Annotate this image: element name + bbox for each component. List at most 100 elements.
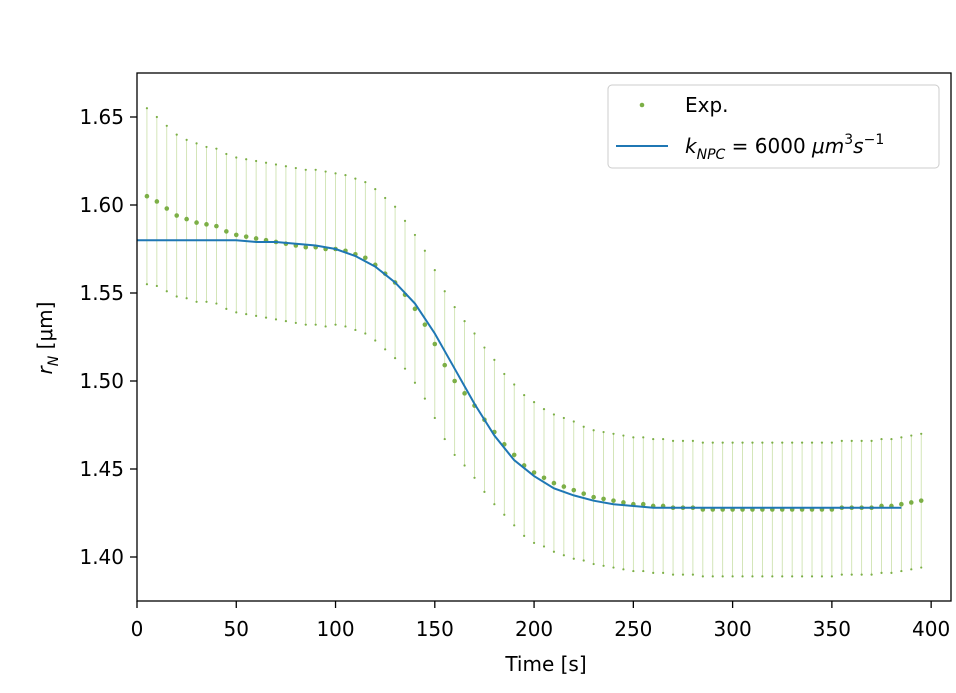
- errorbar-cap-top: [523, 393, 526, 397]
- errorbar-cap-top: [870, 439, 873, 442]
- y-tick-label: 1.40: [79, 545, 124, 569]
- errorbar-cap-top: [453, 305, 456, 309]
- errorbar-cap-bottom: [274, 318, 278, 321]
- errorbar-cap-top: [791, 441, 794, 444]
- errorbar-cap-bottom: [711, 575, 714, 578]
- data-point: [511, 452, 517, 458]
- legend-fit-value: = 6000: [725, 134, 812, 158]
- errorbar-cap-top: [443, 290, 446, 293]
- data-point: [243, 234, 249, 239]
- errorbar-cap-top: [145, 107, 149, 110]
- data-point: [164, 206, 170, 211]
- errorbar-cap-bottom: [820, 575, 824, 578]
- legend-fit-k: k: [685, 134, 698, 158]
- data-point: [154, 199, 160, 204]
- errorbar-cap-bottom: [602, 564, 605, 567]
- errorbar-cap-bottom: [880, 571, 883, 574]
- errorbar-cap-bottom: [364, 332, 367, 335]
- errorbar-cap-bottom: [155, 284, 158, 288]
- data-point: [422, 322, 428, 327]
- x-axis-title: Time [s]: [504, 652, 586, 676]
- data-point: [601, 496, 606, 502]
- errorbar-cap-bottom: [523, 534, 526, 537]
- errorbar-cap-bottom: [542, 545, 546, 548]
- errorbar-cap-bottom: [304, 323, 307, 326]
- errorbar-cap-bottom: [652, 571, 655, 574]
- errorbar-cap-top: [880, 437, 883, 441]
- errorbar-cap-top: [393, 205, 397, 208]
- errorbar-cap-bottom: [781, 575, 784, 578]
- errorbar-cap-top: [195, 142, 198, 145]
- errorbar-cap-top: [721, 441, 724, 444]
- data-point: [551, 480, 557, 486]
- errorbar-cap-top: [205, 145, 208, 149]
- errorbar-cap-top: [235, 156, 238, 159]
- legend-label-exp: Exp.: [685, 93, 729, 117]
- errorbar-cap-bottom: [612, 566, 615, 569]
- errorbar-cap-bottom: [384, 348, 387, 351]
- errorbar-cap-top: [493, 358, 496, 361]
- errorbar-cap-bottom: [284, 320, 288, 323]
- errorbar-cap-top: [413, 233, 417, 237]
- errorbar-cap-bottom: [800, 575, 804, 578]
- errorbar-cap-bottom: [374, 339, 377, 342]
- errorbar-cap-top: [751, 441, 754, 444]
- y-tick-label: 1.65: [79, 105, 124, 129]
- errorbar-cap-bottom: [403, 367, 407, 370]
- errorbar-cap-top: [850, 439, 853, 442]
- errorbar-cap-bottom: [205, 300, 208, 303]
- errorbar-cap-top: [384, 196, 387, 200]
- legend-fit-sup2: −1: [864, 132, 885, 148]
- errorbar-cap-top: [681, 439, 685, 442]
- errorbar-cap-bottom: [572, 557, 575, 560]
- x-tick-label: 200: [515, 617, 553, 641]
- x-tick-label: 300: [714, 617, 752, 641]
- y-tick-label: 1.60: [79, 193, 124, 217]
- errorbar-cap-top: [225, 152, 228, 156]
- errorbar-cap-top: [255, 159, 258, 163]
- x-tick-label: 350: [813, 617, 851, 641]
- errorbar-cap-bottom: [185, 297, 188, 300]
- errorbar-cap-bottom: [463, 464, 466, 467]
- data-point: [432, 341, 438, 347]
- errorbar-cap-top: [155, 115, 158, 119]
- errorbar-cap-bottom: [632, 569, 635, 573]
- legend-fit-sub: NPC: [697, 147, 726, 163]
- errorbar-cap-top: [840, 439, 843, 442]
- errorbar-cap-bottom: [552, 550, 556, 553]
- errorbar-cap-top: [503, 372, 506, 376]
- errorbar-cap-bottom: [225, 307, 228, 310]
- errorbar-cap-top: [642, 436, 645, 439]
- plot-frame: [136, 72, 952, 602]
- errorbar-cap-bottom: [741, 575, 744, 578]
- errorbar-cap-top: [483, 346, 486, 349]
- data-point: [621, 500, 626, 505]
- data-point: [303, 244, 309, 250]
- errorbar-cap-top: [314, 168, 317, 171]
- errorbar-cap-top: [671, 439, 675, 442]
- errorbar-cap-bottom: [810, 575, 814, 578]
- legend-box: [607, 84, 940, 169]
- errorbar-cap-top: [215, 147, 218, 150]
- errorbar-cap-bottom: [562, 554, 565, 557]
- errorbar-cap-bottom: [433, 416, 436, 420]
- data-point: [561, 484, 567, 489]
- errorbar-cap-top: [652, 437, 655, 441]
- errorbar-cap-bottom: [165, 290, 168, 293]
- errorbar-cap-bottom: [751, 575, 754, 578]
- x-tick-label: 0: [131, 617, 144, 641]
- errorbar-cap-top: [463, 320, 466, 323]
- errorbar-cap-top: [592, 429, 595, 432]
- errorbar-cap-top: [245, 158, 248, 161]
- errorbar-cap-top: [860, 439, 863, 442]
- x-tick-label: 400: [912, 617, 950, 641]
- errorbar-cap-bottom: [245, 313, 248, 316]
- legend-marker-exp: [639, 102, 645, 108]
- x-tick-label: 50: [224, 617, 249, 641]
- legend-label-fit: kNPC = 6000 μm3s−1: [685, 132, 884, 163]
- errorbar-cap-bottom: [513, 524, 516, 527]
- errorbar-cap-bottom: [503, 513, 506, 516]
- errorbar-cap-bottom: [920, 566, 923, 569]
- errorbar-cap-top: [264, 161, 268, 164]
- errorbar-cap-top: [900, 436, 903, 439]
